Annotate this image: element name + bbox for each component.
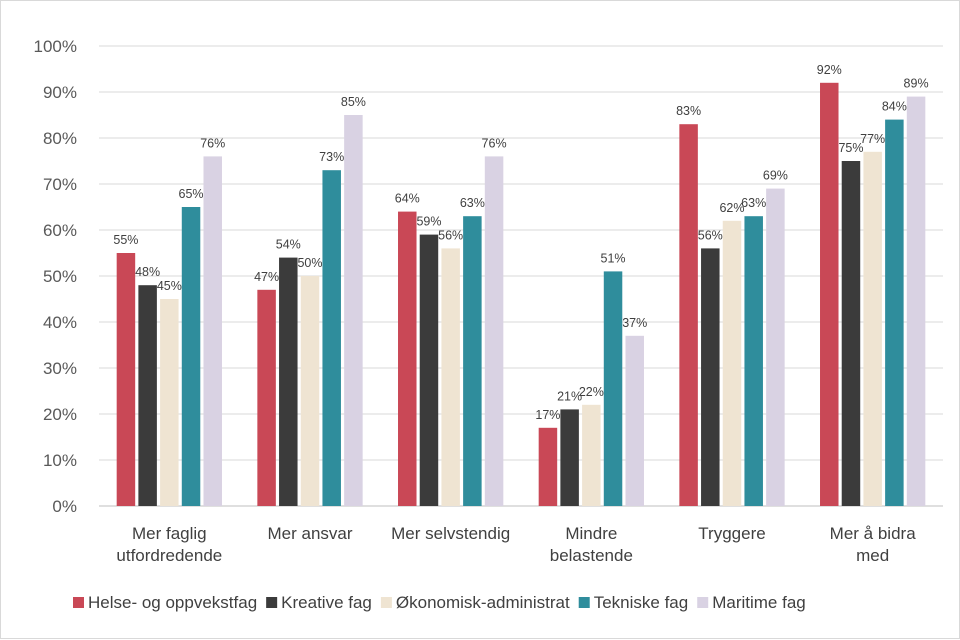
data-label: 54%	[276, 238, 301, 252]
bar	[679, 124, 698, 506]
bar	[160, 299, 179, 506]
bar	[863, 151, 882, 507]
data-label: 73%	[319, 150, 344, 164]
category-label: Mindre	[565, 524, 617, 543]
bar	[300, 276, 320, 506]
category-label: Mer ansvar	[267, 524, 352, 543]
legend-swatch	[73, 597, 84, 608]
data-label: 92%	[817, 63, 842, 77]
data-label: 76%	[200, 136, 225, 150]
bar	[116, 253, 136, 506]
data-label: 76%	[482, 136, 507, 150]
legend-label: Helse- og oppvekstfag	[88, 593, 257, 612]
data-label: 55%	[113, 233, 138, 247]
bar	[766, 188, 785, 506]
legend-swatch	[697, 597, 709, 608]
data-label: 47%	[254, 270, 279, 284]
data-label: 64%	[395, 192, 420, 206]
bar	[398, 211, 417, 506]
legend-swatch	[266, 597, 278, 608]
bar	[279, 257, 298, 506]
bar	[419, 234, 439, 506]
category-label: Mer å bidra	[830, 524, 917, 543]
legend-label: Økonomisk-administrat	[396, 593, 570, 612]
bar	[820, 82, 839, 507]
data-label: 69%	[763, 169, 788, 183]
y-tick-label: 100%	[34, 37, 77, 56]
legend-swatch	[578, 597, 590, 608]
bar	[841, 161, 861, 506]
data-label: 37%	[622, 316, 647, 330]
category-label: belastende	[550, 546, 633, 565]
bar	[701, 248, 720, 506]
legend-swatch	[380, 597, 392, 608]
y-tick-label: 70%	[43, 175, 77, 194]
bar	[441, 248, 460, 506]
y-tick-label: 30%	[43, 359, 77, 378]
bar	[257, 289, 276, 506]
bar	[906, 96, 926, 506]
data-label: 17%	[535, 408, 560, 422]
data-label: 59%	[416, 215, 441, 229]
data-label: 65%	[179, 187, 204, 201]
y-tick-label: 20%	[43, 405, 77, 424]
y-tick-label: 80%	[43, 129, 77, 148]
data-label: 56%	[438, 228, 463, 242]
legend-label: Maritime fag	[712, 593, 806, 612]
bar	[722, 220, 742, 507]
data-label: 85%	[341, 95, 366, 109]
bar	[744, 216, 763, 506]
bar	[463, 216, 482, 506]
data-label: 63%	[741, 196, 766, 210]
legend-label: Tekniske fag	[594, 593, 689, 612]
data-label: 83%	[676, 104, 701, 118]
data-label: 21%	[557, 389, 582, 403]
data-label: 48%	[135, 265, 160, 279]
bar	[344, 115, 363, 506]
data-label: 50%	[297, 256, 322, 270]
y-tick-label: 0%	[52, 497, 77, 516]
y-tick-label: 40%	[43, 313, 77, 332]
bar	[885, 119, 904, 506]
category-label: med	[856, 546, 889, 565]
data-label: 84%	[882, 100, 907, 114]
y-tick-label: 10%	[43, 451, 77, 470]
y-tick-label: 60%	[43, 221, 77, 240]
data-label: 89%	[904, 77, 929, 91]
data-label: 22%	[579, 385, 604, 399]
bar	[181, 207, 201, 506]
y-tick-label: 90%	[43, 83, 77, 102]
data-label: 75%	[838, 141, 863, 155]
data-label: 56%	[698, 228, 723, 242]
data-label: 63%	[460, 196, 485, 210]
data-label: 77%	[860, 132, 885, 146]
data-label: 62%	[719, 201, 744, 215]
data-label: 51%	[601, 251, 626, 265]
bar	[138, 285, 157, 506]
bar	[322, 170, 341, 506]
bar	[538, 427, 558, 506]
bar	[203, 156, 222, 506]
bar	[582, 404, 601, 506]
bar	[560, 409, 579, 506]
data-label: 45%	[157, 279, 182, 293]
category-label: Mer faglig	[132, 524, 207, 543]
bar	[603, 271, 623, 506]
legend-label: Kreative fag	[281, 593, 372, 612]
bar	[625, 335, 644, 506]
category-label: Tryggere	[698, 524, 765, 543]
category-label: Mer selvstendig	[391, 524, 510, 543]
y-tick-label: 50%	[43, 267, 77, 286]
bar	[484, 156, 504, 506]
category-label: utfordredende	[116, 546, 222, 565]
